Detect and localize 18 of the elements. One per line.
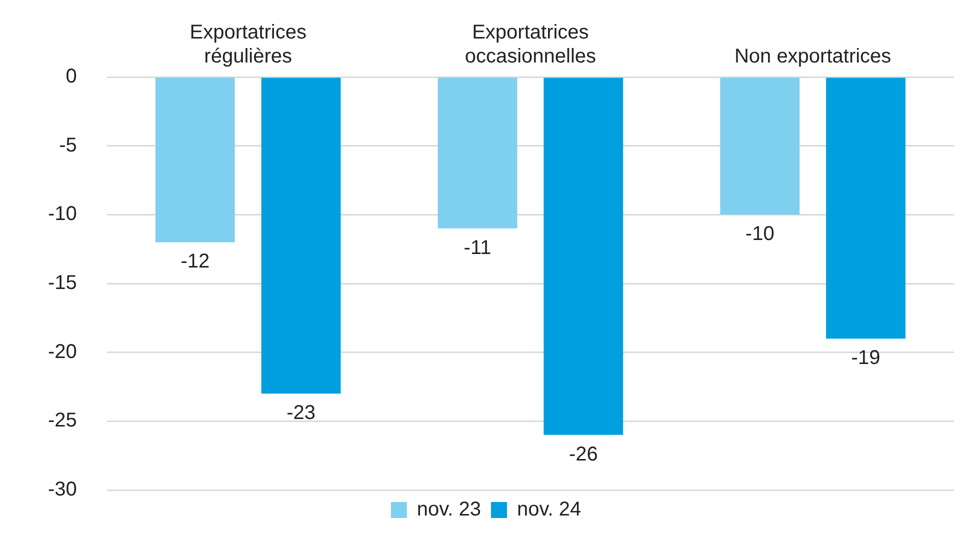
legend-label: nov. 24 xyxy=(517,498,582,521)
y-tick-label: -20 xyxy=(48,340,77,363)
x-tick-label: Non exportatrices xyxy=(734,46,892,68)
legend-label: nov. 23 xyxy=(416,498,482,521)
data-label: -19 xyxy=(851,347,880,370)
y-tick-label: -5 xyxy=(59,134,77,156)
data-label: -11 xyxy=(464,236,492,259)
x-tick-label: Exportatrices occasionnelles xyxy=(464,22,596,68)
data-label: -26 xyxy=(568,443,598,466)
y-tick-label: -10 xyxy=(48,203,77,226)
data-label: -23 xyxy=(286,402,316,424)
y-tick-label: -15 xyxy=(48,272,77,294)
y-tick-label: -25 xyxy=(48,410,77,432)
y-tick-label: -30 xyxy=(48,478,77,501)
x-tick-label: Exportatrices régulières xyxy=(190,22,306,68)
data-label: -12 xyxy=(180,250,210,273)
data-label: -10 xyxy=(745,223,774,246)
y-tick-label: 0 xyxy=(66,66,77,88)
